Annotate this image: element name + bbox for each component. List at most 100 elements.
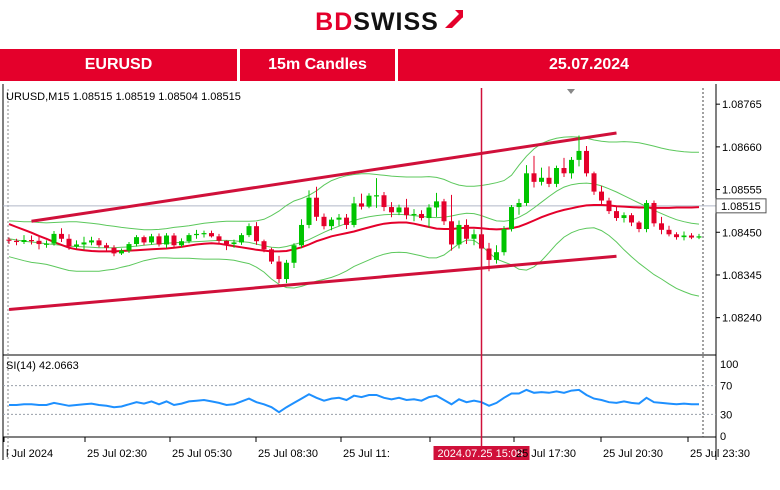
candle-body: [441, 201, 447, 222]
candle-body: [254, 226, 259, 242]
time-tick-label: 25 Jul 20:30: [603, 448, 663, 460]
candle-body: [284, 262, 289, 280]
candle-body: [51, 233, 57, 244]
candle-body: [599, 191, 604, 201]
time-tick-label: 25 Jul 23:30: [690, 448, 750, 460]
candle-body: [389, 207, 394, 213]
time-tick-label: 25 Jul 02:30: [87, 448, 147, 460]
price-tick-label: 1.08240: [722, 313, 762, 325]
candle-body: [621, 215, 627, 219]
price-chart[interactable]: 1.08765 1.08660 1.08555 1.08450 1.08345 1.082…: [0, 84, 780, 490]
bollinger-lower-band: [8, 227, 700, 297]
candle-body: [509, 207, 514, 230]
candle-body: [6, 239, 12, 241]
trend-channel-upper: [31, 131, 617, 223]
time-tick-label: 25 Jul 11:: [343, 448, 390, 460]
current-price-label: 1.08515: [721, 201, 761, 213]
candle-body: [381, 195, 387, 208]
price-tick-label: 1.08765: [722, 99, 762, 111]
candle-body: [456, 224, 462, 245]
candle-body: [419, 213, 424, 219]
candle-body: [96, 240, 102, 246]
candle-body: [359, 203, 364, 207]
candle-body: [299, 224, 304, 246]
candle-body: [576, 150, 582, 160]
candle-body: [261, 241, 267, 250]
candle-body: [471, 234, 477, 239]
current-price-box: [715, 198, 767, 214]
candle-body: [531, 173, 537, 182]
candle-body: [179, 241, 184, 246]
candle-body: [186, 235, 192, 242]
rsi-tick-label: 70: [720, 381, 732, 393]
candle-body: [659, 223, 664, 230]
price-tick-label: 1.08345: [722, 270, 762, 282]
candle-body: [89, 240, 94, 243]
candle-body: [584, 150, 589, 174]
candle-body: [494, 252, 499, 260]
scroll-marker-icon: [567, 89, 575, 94]
time-tick-label: l Jul 2024: [6, 448, 53, 460]
candle-body: [689, 235, 694, 238]
candle-body: [374, 195, 379, 197]
candle-body: [636, 222, 642, 230]
candle-body: [291, 245, 297, 263]
candle-body: [404, 207, 409, 216]
time-tick-label: 25 Jul 08:30: [258, 448, 318, 460]
candle-body: [546, 177, 552, 184]
candle-body: [344, 217, 349, 225]
candle-body: [569, 159, 574, 174]
candle-body: [396, 207, 402, 213]
candle-body: [104, 245, 109, 248]
candle-body: [66, 238, 72, 247]
candle-body: [329, 219, 334, 227]
candle-body: [269, 249, 274, 262]
date-label: 25.07.2024: [548, 56, 630, 73]
candle-body: [516, 202, 522, 208]
candle-body: [614, 211, 619, 219]
rsi-tick-label: 100: [720, 359, 738, 371]
candle-body: [201, 233, 207, 235]
candle-body: [674, 234, 679, 238]
candle-body: [44, 243, 49, 245]
candle-body: [651, 202, 657, 224]
candle-body: [449, 221, 454, 245]
candle-body: [666, 229, 672, 235]
candle-body: [306, 197, 312, 225]
candle-body: [696, 236, 702, 238]
candle-body: [149, 236, 154, 243]
time-tick-label: 25 Jul 17:30: [516, 448, 576, 460]
trend-channel-lower: [8, 254, 617, 312]
candle-body: [156, 236, 162, 245]
candle-body: [644, 202, 649, 230]
candle-body: [629, 215, 634, 223]
brand-name: BDSWISS: [315, 7, 439, 36]
candle-body: [434, 201, 439, 208]
candle-body: [561, 168, 567, 174]
candle-body: [501, 229, 507, 253]
candle-body: [366, 195, 372, 207]
candle-body: [239, 235, 244, 243]
candle-body: [36, 240, 42, 245]
rsi-tick-label: 30: [720, 409, 732, 421]
candle-body: [59, 233, 64, 239]
symbol-label: EURUSD: [0, 49, 240, 81]
candle-body: [141, 237, 147, 243]
candle-body: [246, 226, 252, 236]
candle-body: [464, 224, 469, 239]
candle-body: [194, 233, 199, 236]
candle-body: [224, 240, 229, 245]
candle-body: [314, 197, 319, 217]
candle-body: [411, 213, 417, 216]
candle-body: [209, 233, 214, 237]
crosshair-time-box: [433, 446, 530, 460]
candle-body: [134, 237, 139, 245]
candle-body: [119, 250, 124, 254]
rsi-label: SI(14) 42.0663: [6, 360, 79, 372]
candle-body: [171, 235, 177, 246]
candle-body: [164, 235, 169, 245]
candle-body: [554, 168, 559, 184]
candle-body: [539, 177, 544, 182]
candle-body: [321, 216, 327, 227]
candle-body: [74, 244, 79, 247]
